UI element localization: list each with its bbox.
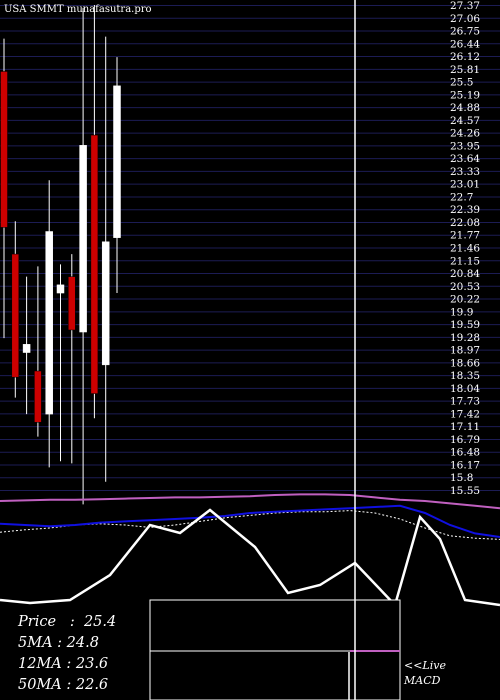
ma5-stat: 5MA : 24.8 xyxy=(18,635,99,651)
y-tick-label: 21.46 xyxy=(450,243,480,255)
y-tick-label: 22.39 xyxy=(450,204,480,216)
y-tick-label: 26.12 xyxy=(450,51,480,63)
live-macd-label: <<Live MACD xyxy=(404,658,446,688)
y-tick-label: 15.8 xyxy=(450,472,473,484)
ma-line-blue xyxy=(0,504,500,538)
y-tick-label: 18.35 xyxy=(450,370,480,382)
macd-line xyxy=(0,508,500,608)
y-tick-label: 25.81 xyxy=(450,64,480,76)
y-tick-label: 18.04 xyxy=(450,383,480,395)
y-tick-label: 26.75 xyxy=(450,26,480,38)
y-tick-label: 19.9 xyxy=(450,306,473,318)
y-tick-label: 18.97 xyxy=(450,345,480,357)
y-tick-label: 16.17 xyxy=(450,459,480,471)
y-tick-label: 26.44 xyxy=(450,38,480,50)
y-tick-label: 27.37 xyxy=(450,0,480,12)
y-tick-label: 24.57 xyxy=(450,115,480,127)
candle-layer xyxy=(0,5,121,505)
bear-candle xyxy=(0,71,8,228)
y-tick-label: 25.5 xyxy=(450,77,473,89)
bull-candle xyxy=(22,344,31,353)
overlay-layer xyxy=(149,0,401,700)
tick-layer: 27.3727.0626.7526.4426.1225.8125.525.192… xyxy=(450,0,480,497)
y-tick-label: 16.79 xyxy=(450,434,480,446)
ma12-stat: 12MA : 23.6 xyxy=(18,656,109,672)
bull-candle xyxy=(113,85,121,238)
macd-layer xyxy=(0,508,500,608)
chart-title: USA SMMT munafasutra.pro xyxy=(4,4,152,15)
bear-candle xyxy=(11,253,20,378)
y-tick-label: 23.95 xyxy=(450,140,480,152)
y-tick-label: 21.15 xyxy=(450,255,480,267)
macd-label: MACD xyxy=(404,674,441,687)
y-tick-label: 21.77 xyxy=(450,230,480,242)
stats-panel: Price : 25.4 5MA : 24.8 12MA : 23.6 50MA… xyxy=(18,612,116,696)
y-tick-label: 23.64 xyxy=(450,153,480,165)
y-tick-label: 17.73 xyxy=(450,396,480,408)
grid-layer xyxy=(0,5,500,491)
y-tick-label: 16.48 xyxy=(450,447,480,459)
y-tick-label: 24.26 xyxy=(450,128,480,140)
moving-average-layer xyxy=(0,493,500,540)
y-tick-label: 25.19 xyxy=(450,89,480,101)
y-tick-label: 19.28 xyxy=(450,332,480,344)
y-tick-label: 23.01 xyxy=(450,179,480,191)
y-tick-label: 18.66 xyxy=(450,357,480,369)
bear-candle xyxy=(34,370,42,423)
y-tick-label: 20.84 xyxy=(450,268,480,280)
y-tick-label: 23.33 xyxy=(450,166,480,178)
y-tick-label: 20.53 xyxy=(450,281,480,293)
y-tick-label: 22.08 xyxy=(450,217,480,229)
y-tick-label: 15.55 xyxy=(450,485,480,497)
bull-candle xyxy=(45,231,53,415)
live-label: <<Live xyxy=(404,659,446,672)
y-tick-label: 20.22 xyxy=(450,294,480,306)
y-tick-label: 27.06 xyxy=(450,13,480,25)
y-tick-label: 22.7 xyxy=(450,191,473,203)
bear-candle xyxy=(68,276,76,331)
ma50-stat: 50MA : 22.6 xyxy=(18,677,109,693)
y-tick-label: 24.88 xyxy=(450,102,480,114)
bear-candle xyxy=(90,134,99,394)
ma-line-magenta xyxy=(0,493,500,510)
y-tick-label: 19.59 xyxy=(450,319,480,331)
price-stat: Price : 25.4 xyxy=(18,614,117,630)
bull-candle xyxy=(101,241,110,366)
y-tick-label: 17.42 xyxy=(450,408,480,420)
bull-candle xyxy=(79,145,87,333)
y-tick-label: 17.11 xyxy=(450,421,480,433)
bull-candle xyxy=(56,284,65,294)
